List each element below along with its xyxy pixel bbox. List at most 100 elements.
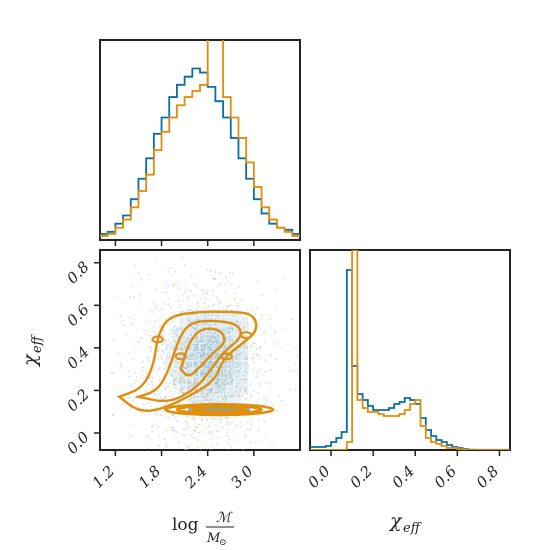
scatter-point [182,382,185,384]
scatter-point [224,369,226,372]
scatter-point [195,388,197,391]
scatter-point [317,321,319,323]
scatter-point [208,367,211,369]
scatter-point [271,403,274,406]
scatter-point [187,372,190,375]
scatter-point [131,424,134,427]
scatter-point [201,417,204,420]
scatter-point [212,303,215,306]
scatter-point [259,357,262,360]
scatter-point [206,268,209,271]
scatter-point [170,426,173,429]
scatter-point [163,361,166,364]
scatter-point [224,375,227,378]
scatter-point [252,353,255,356]
scatter-point [158,435,160,438]
scatter-point [159,396,162,399]
scatter-point [197,377,200,380]
scatter-point [235,361,238,364]
density-cell [234,377,242,386]
scatter-point [174,378,177,380]
scatter-point [183,429,185,432]
scatter-point [224,379,226,382]
scatter-point [222,306,225,309]
scatter-point [211,317,213,320]
scatter-point [201,345,204,347]
scatter-point [196,374,198,377]
scatter-point [235,370,238,372]
contour-ellipse [175,404,263,415]
scatter-point [154,306,157,309]
scatter-point [154,320,157,322]
scatter-point [231,379,234,382]
scatter-point [183,434,185,436]
scatter-point [190,276,193,279]
scatter-point [133,379,136,382]
scatter-point [182,467,184,469]
scatter-point [221,426,223,429]
scatter-point [235,358,237,361]
scatter-point [168,267,171,270]
scatter-point [187,308,189,311]
scatter-point [208,329,211,332]
density-cell [186,352,193,361]
scatter-point [120,365,122,368]
scatter-point [210,391,213,394]
scatter-point [168,416,171,419]
scatter-point [165,429,168,432]
scatter-point [204,399,207,401]
xlabel-numerator: ℳ [216,510,233,526]
scatter-point [219,384,221,387]
scatter-point [257,429,260,432]
scatter-point [263,359,266,362]
scatter-point [89,329,91,331]
scatter-point [163,302,166,305]
scatter-point [187,319,190,322]
scatter-point [165,347,168,350]
scatter-point [212,237,214,239]
scatter-point [202,355,205,357]
scatter-point [141,374,144,376]
scatter-point [194,343,197,346]
scatter-point [222,388,225,391]
scatter-point [223,332,226,335]
scatter-point [212,401,215,404]
scatter-point [215,385,217,388]
scatter-point [237,353,240,356]
scatter-point [157,426,160,428]
scatter-point [216,334,219,337]
scatter-point [166,345,168,347]
scatter-point [269,318,271,321]
scatter-point [142,360,144,363]
scatter-point [193,276,196,279]
scatter-point [155,390,158,393]
scatter-point [189,380,192,383]
scatter-point [235,313,237,315]
scatter-point [244,358,246,361]
scatter-point [180,380,182,383]
scatter-point [229,325,231,328]
scatter-point [167,284,169,287]
scatter-point [183,448,186,450]
scatter-point [212,387,215,390]
scatter-point [170,335,173,338]
density-cell [206,343,214,352]
x-tick-label: 0.4 [388,462,418,492]
scatter-point [214,271,217,274]
scatter-point [182,294,184,296]
scatter-point [210,359,212,361]
scatter-point [197,396,200,398]
scatter-point [194,347,197,349]
scatter-point [183,385,186,388]
scatter-point [169,341,172,344]
scatter-point [190,385,193,388]
scatter-point [269,382,272,384]
density-cell [220,326,228,335]
scatter-point [226,449,229,450]
scatter-point [218,380,221,382]
scatter-point [174,317,177,320]
scatter-point [176,333,179,336]
scatter-point [220,381,223,384]
scatter-point [223,417,226,419]
scatter-point [244,388,247,391]
